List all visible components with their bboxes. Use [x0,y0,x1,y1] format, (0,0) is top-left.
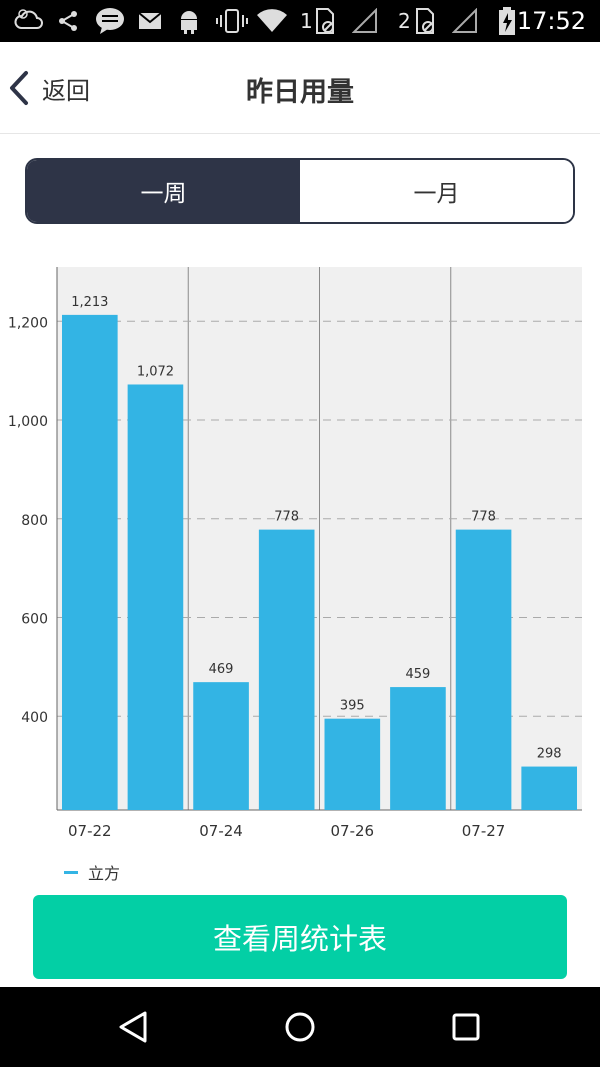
status-bar: 1 2 17:52 [0,0,600,42]
status-time: 17:52 [516,7,586,35]
usage-bar-chart: 400 600 800 1,000 1,200 1,213 1,072 469 778 395 45… [0,262,600,862]
x-tick-label: 07-22 [68,822,112,840]
bar [193,682,249,810]
bar-data-label: 395 [340,699,365,714]
battery-charging-icon [498,7,516,35]
bar [455,529,512,810]
mail-icon [138,8,162,34]
view-weekly-table-button[interactable]: 查看周统计表 [33,895,567,979]
bar [521,766,577,810]
y-tick-label: 600 [21,611,48,627]
navigation-bar [0,987,600,1067]
weather-icon [14,8,44,34]
y-tick-label: 1,000 [8,414,48,430]
bar-data-label: 778 [471,510,496,525]
bar-data-label: 778 [274,510,299,525]
period-segmented-control: 一周 一月 [25,158,575,224]
sim1-icon [314,8,336,34]
signal-icon [452,8,478,34]
bar-data-label: 459 [406,667,431,682]
bar [324,718,381,810]
bar [258,529,315,810]
vibrate-icon [216,8,248,34]
chevron-left-icon [10,71,28,105]
tab-week[interactable]: 一周 [27,160,300,222]
bar [390,687,446,810]
y-tick-label: 1,200 [8,315,48,331]
sim2-icon [414,8,436,34]
sim1-label: 1 [300,9,313,33]
x-tick-label: 07-27 [462,822,506,840]
signal-icon [352,8,378,34]
sim2-label: 2 [398,9,411,33]
chart-svg: 400 600 800 1,000 1,200 1,213 1,072 469 778 395 45… [8,267,582,840]
chart-legend: 立方 [64,860,120,884]
bar [62,314,118,810]
tab-month[interactable]: 一月 [300,160,573,222]
nav-recents-icon[interactable] [446,1007,486,1047]
nav-home-icon[interactable] [280,1007,320,1047]
bar-data-label: 469 [209,662,234,677]
y-tick-label: 400 [21,710,48,726]
nav-back-icon[interactable] [113,1007,153,1047]
back-button[interactable]: 返回 [6,62,90,114]
bar-data-label: 1,213 [71,295,108,310]
bar [127,384,184,810]
y-tick-label: 800 [21,513,48,529]
back-label: 返回 [42,76,90,105]
legend-label: 立方 [88,864,121,883]
android-icon [178,8,200,34]
header: 返回 昨日用量 [0,42,600,134]
message-icon [94,8,126,34]
wifi-icon [256,8,288,34]
bar-data-label: 298 [537,747,562,762]
legend-swatch [64,870,78,874]
page-title: 昨日用量 [246,77,354,108]
x-tick-label: 07-24 [199,822,243,840]
share-icon [56,8,80,34]
x-tick-label: 07-26 [331,822,375,840]
bar-data-label: 1,072 [137,364,174,379]
